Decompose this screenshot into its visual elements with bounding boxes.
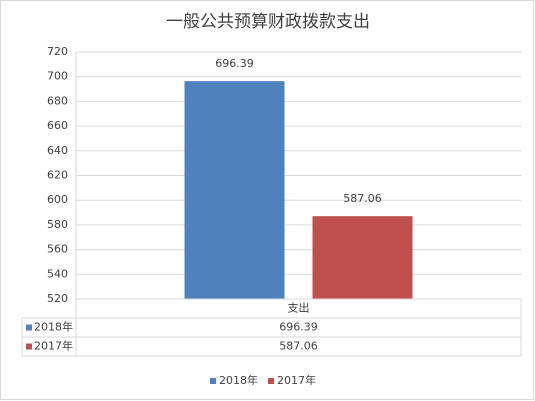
y-tick-label: 580 <box>47 218 68 231</box>
table-value: 587.06 <box>279 340 318 353</box>
y-tick-label: 640 <box>47 144 68 157</box>
y-tick-label: 520 <box>47 292 68 305</box>
data-label: 587.06 <box>343 192 382 205</box>
table-legend-key <box>26 324 32 331</box>
legend-key <box>210 378 216 384</box>
legend-key <box>268 378 274 384</box>
data-label: 696.39 <box>215 57 254 70</box>
y-tick-label: 660 <box>47 119 68 132</box>
chart-title: 一般公共预算财政拨款支出 <box>166 12 370 32</box>
y-tick-label: 620 <box>47 169 68 182</box>
bar <box>184 81 285 299</box>
legend-label: 2017年 <box>277 373 316 387</box>
x-tick-label: 支出 <box>288 301 310 315</box>
legend-label: 2018年 <box>219 373 258 387</box>
bar <box>312 216 413 299</box>
y-tick-label: 560 <box>47 243 68 256</box>
y-tick-label: 700 <box>47 70 68 83</box>
table-series-name: 2018年 <box>34 320 73 334</box>
y-tick-label: 540 <box>47 267 68 280</box>
table-legend-key <box>26 343 32 350</box>
table-value: 696.39 <box>279 321 318 334</box>
table-series-name: 2017年 <box>34 339 73 353</box>
y-tick-label: 600 <box>47 193 68 206</box>
y-tick-label: 720 <box>47 45 68 58</box>
y-tick-label: 680 <box>47 94 68 107</box>
